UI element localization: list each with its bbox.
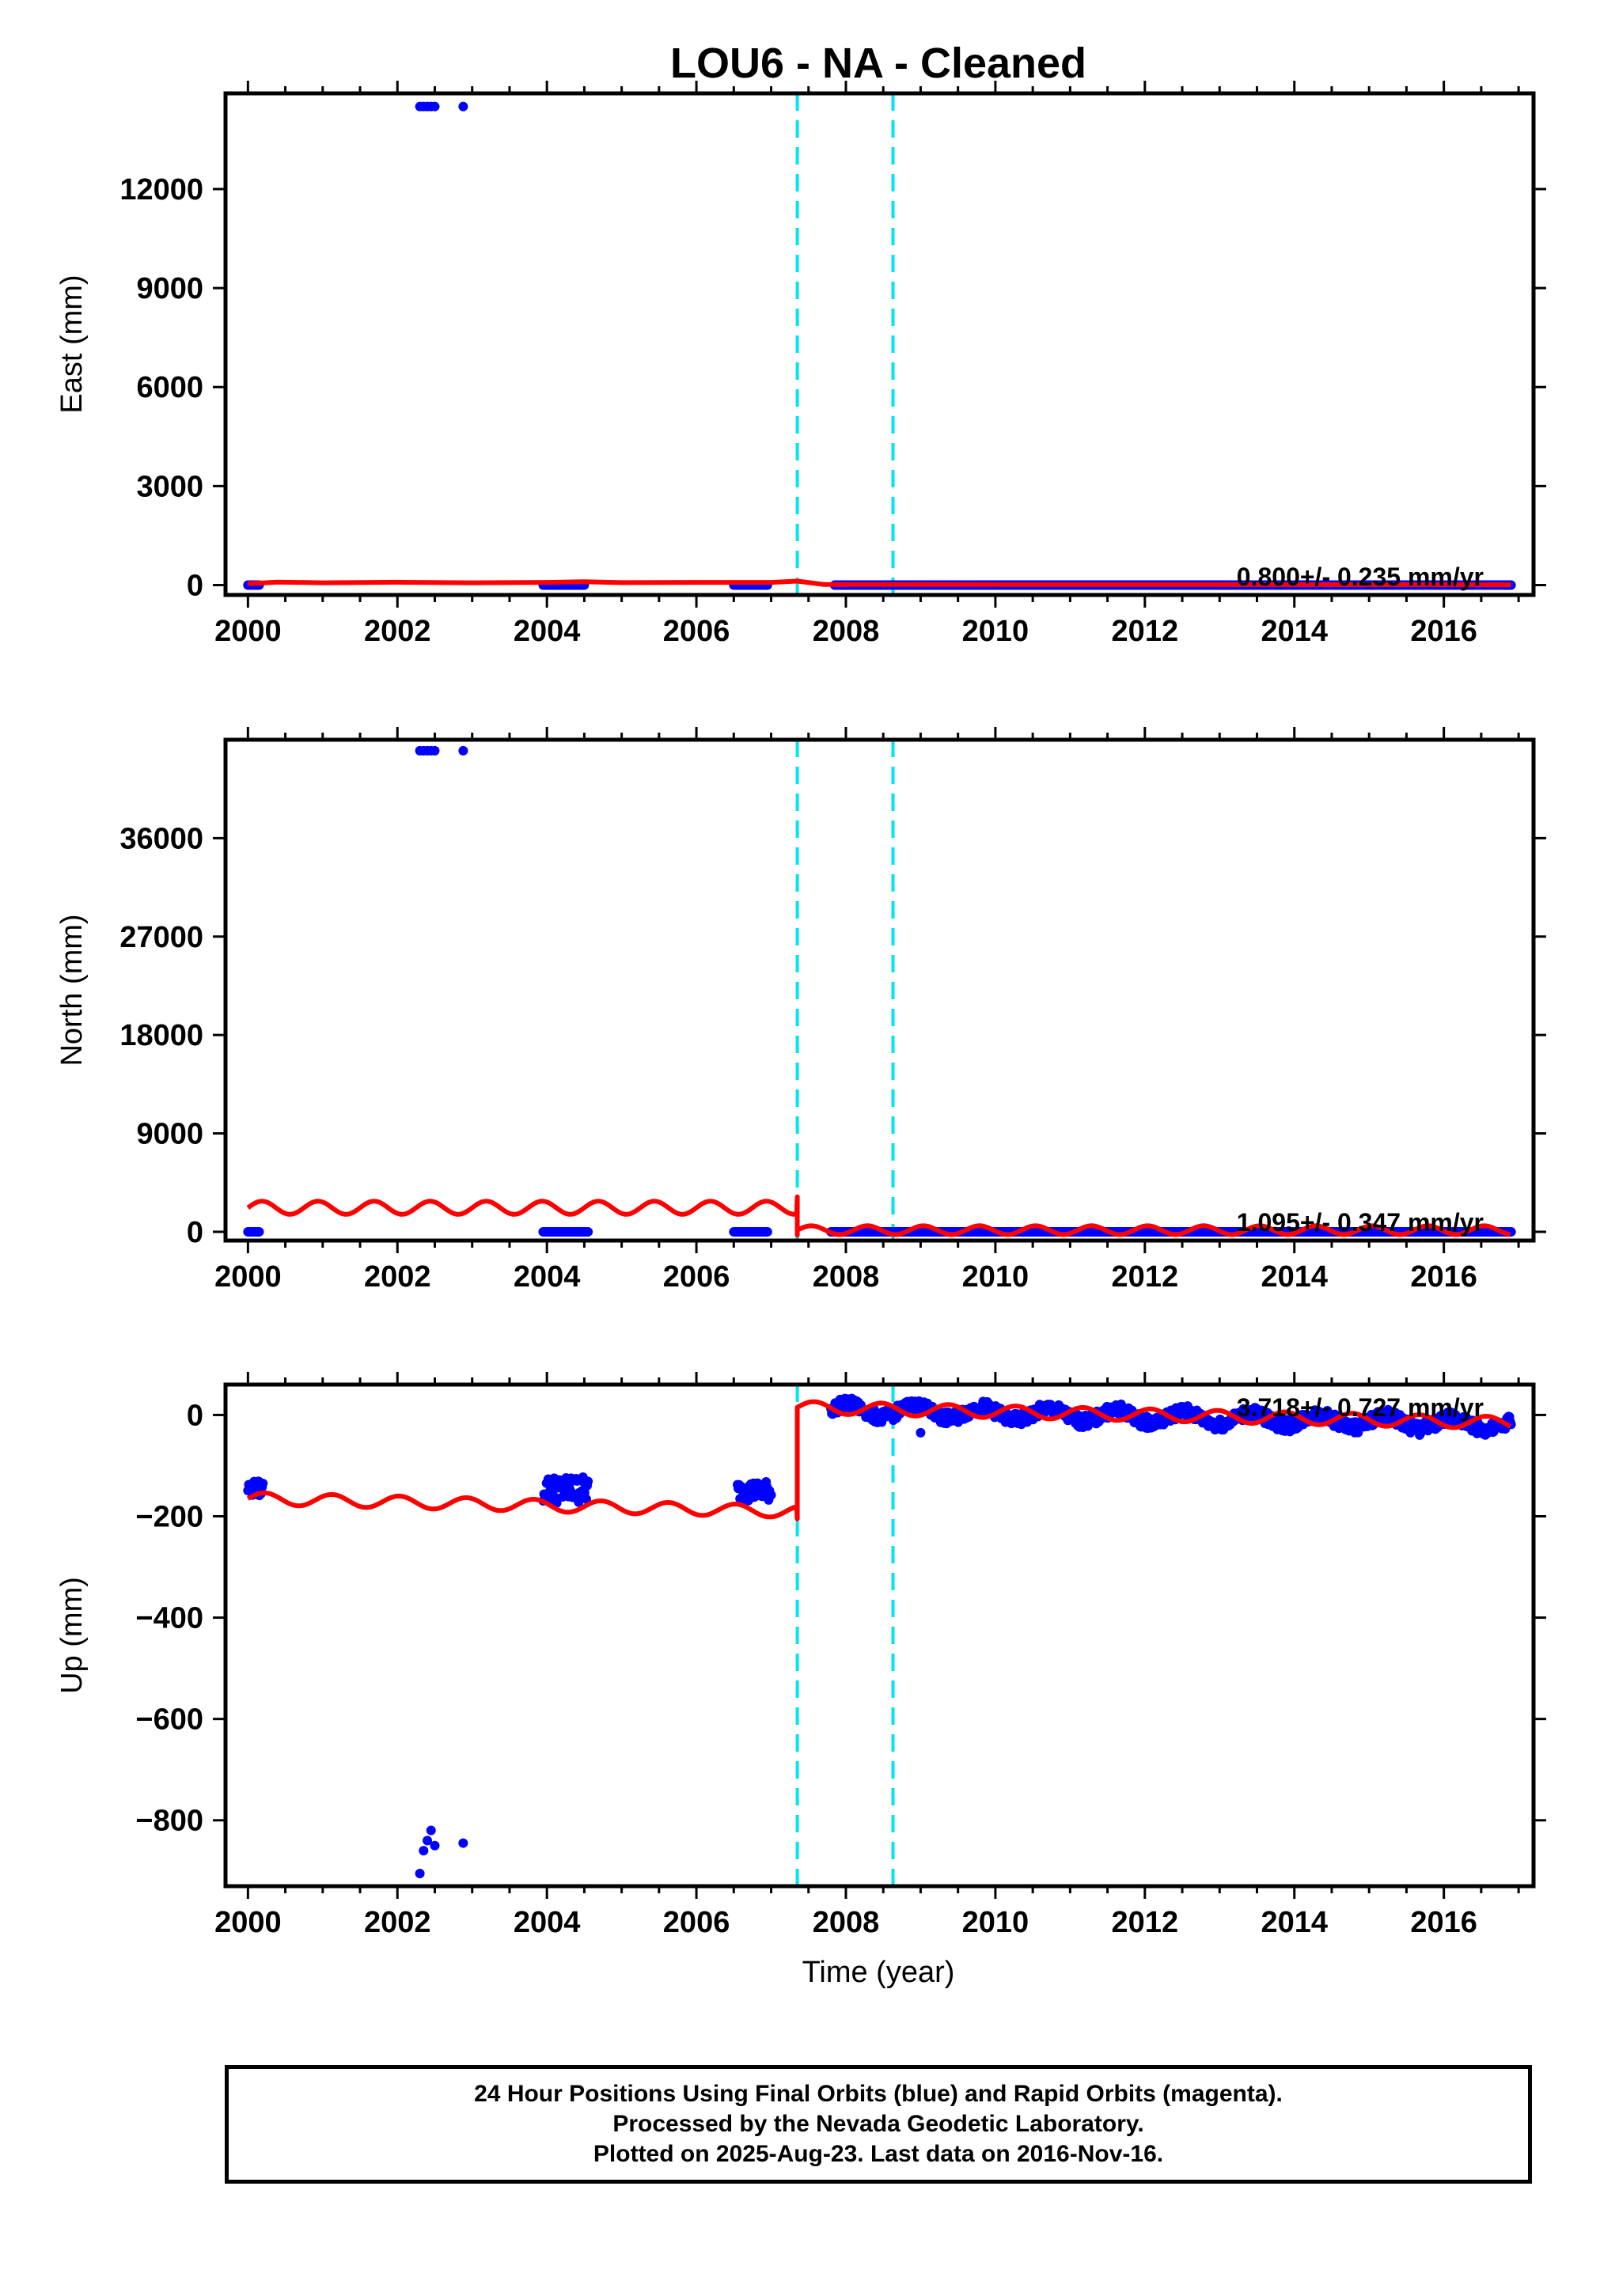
x-tick-label-up-2012: 2012 (1112, 1906, 1179, 1939)
panel-east: 2000 2002 2004 2006 2008 2010 2012 2014 2016 0 300… (55, 81, 1546, 648)
rate-label-up: 3.718+/- 0.727 mm/yr (1237, 1393, 1484, 1422)
data-point (254, 1226, 264, 1237)
x-tick-label-up-2002: 2002 (364, 1906, 431, 1939)
outlier-point-up-4 (426, 1825, 436, 1836)
model-line-north (246, 1194, 1511, 1238)
y-tick-label-up-4: −600 (135, 1703, 203, 1737)
cluster-north-1 (243, 1226, 264, 1237)
outlier-point-east-6 (458, 101, 468, 112)
plot-frame-east (223, 91, 1536, 597)
y-axis-title-up: Up (mm) (55, 1577, 89, 1694)
y-tick-label-north-1: 0 (187, 1216, 203, 1249)
cluster-north-3 (729, 1226, 772, 1237)
x-tick-label-north-2010: 2010 (962, 1260, 1029, 1294)
rate-label-east: 0.800+/- 0.235 mm/yr (1237, 563, 1484, 591)
outlier-point-north-6 (458, 745, 468, 756)
rate-label-north: 1.095+/- 0.347 mm/yr (1237, 1208, 1484, 1237)
footer-line-3: Plotted on 2025-Aug-23. Last data on 201… (593, 2141, 1164, 2167)
x-tick-label-up-2014: 2014 (1261, 1906, 1328, 1939)
outlier-point-east-5 (430, 101, 440, 112)
y-axis-title-north: North (mm) (55, 914, 89, 1066)
data-east (243, 101, 1516, 590)
x-tick-label-east-2014: 2014 (1261, 615, 1328, 648)
y-tick-label-north-5: 36000 (119, 822, 203, 855)
model-line-east (248, 578, 1511, 588)
y-axis-title-east: East (mm) (55, 275, 89, 413)
y-tick-label-north-4: 27000 (119, 921, 203, 954)
x-tick-label-up-2016: 2016 (1410, 1906, 1477, 1939)
plot-frame-north (223, 737, 1536, 1243)
y-tick-label-east-2: 3000 (136, 470, 203, 503)
outlier-point-up-5 (430, 1840, 440, 1851)
x-tick-label-up-2010: 2010 (962, 1906, 1029, 1939)
y-tick-label-east-1: 0 (187, 569, 203, 602)
y-tick-label-north-2: 9000 (136, 1118, 203, 1151)
panel-up: 2000 2002 2004 2006 2008 2010 2012 2014 2016 0 −20… (55, 1372, 1546, 1939)
x-tick-label-north-2000: 2000 (214, 1260, 282, 1294)
x-tick-label-north-2014: 2014 (1261, 1260, 1328, 1294)
x-tick-label-east-2012: 2012 (1112, 615, 1179, 648)
y-tick-label-up-2: −200 (135, 1501, 203, 1534)
y-tick-label-up-3: −400 (135, 1602, 203, 1635)
outlier-point-up-2 (419, 1846, 429, 1856)
cluster-north-2 (538, 1226, 593, 1237)
x-tick-label-up-2006: 2006 (663, 1906, 730, 1939)
data-point (766, 1490, 776, 1500)
outlier-point-up-7 (916, 1427, 926, 1438)
outlier-point-up-1 (415, 1868, 425, 1878)
x-tick-label-east-2000: 2000 (214, 615, 282, 648)
x-tick-label-north-2006: 2006 (663, 1260, 730, 1294)
y-tick-label-east-5: 12000 (119, 173, 203, 206)
footer-note: 24 Hour Positions Using Final Orbits (bl… (225, 2065, 1532, 2184)
x-tick-label-north-2002: 2002 (364, 1260, 431, 1294)
footer-line-2: Processed by the Nevada Geodetic Laborat… (612, 2111, 1144, 2137)
y-tick-label-up-5: −800 (135, 1805, 203, 1838)
outlier-point-north-5 (430, 745, 440, 756)
data-point (583, 1476, 593, 1487)
chart-title: LOU6 - NA - Cleaned (670, 40, 1086, 87)
data-point (583, 1226, 593, 1237)
x-tick-label-north-2004: 2004 (514, 1260, 581, 1294)
outlier-point-up-6 (458, 1838, 468, 1848)
footer-line-1: 24 Hour Positions Using Final Orbits (bl… (474, 2081, 1283, 2107)
x-tick-label-east-2016: 2016 (1410, 615, 1477, 648)
data-point (581, 1494, 591, 1504)
x-tick-label-up-2008: 2008 (813, 1906, 880, 1939)
y-tick-label-east-4: 9000 (136, 272, 203, 305)
model-line-up (246, 1399, 1512, 1521)
x-tick-label-east-2008: 2008 (813, 615, 880, 648)
x-tick-label-east-2002: 2002 (364, 615, 431, 648)
x-tick-label-up-2004: 2004 (514, 1906, 581, 1939)
x-tick-label-up-2000: 2000 (214, 1906, 282, 1939)
x-tick-label-north-2016: 2016 (1410, 1260, 1477, 1294)
outlier-point-up-3 (423, 1836, 433, 1846)
y-tick-label-north-3: 18000 (119, 1019, 203, 1052)
x-tick-label-east-2006: 2006 (663, 615, 730, 648)
x-tick-label-north-2008: 2008 (813, 1260, 880, 1294)
cluster-up-3 (733, 1477, 776, 1506)
data-point (258, 1479, 268, 1489)
x-tick-label-east-2010: 2010 (962, 615, 1029, 648)
plot-frame-up (223, 1382, 1536, 1889)
y-tick-label-up-1: 0 (187, 1399, 203, 1432)
data-up (243, 1393, 1516, 1878)
x-tick-label-north-2012: 2012 (1112, 1260, 1179, 1294)
panel-north: 2000 2002 2004 2006 2008 2010 2012 2014 2016 0 900… (55, 727, 1546, 1294)
y-tick-label-east-3: 6000 (136, 371, 203, 404)
x-axis-title: Time (year) (802, 1956, 955, 1989)
data-north (243, 745, 1516, 1238)
x-tick-label-east-2004: 2004 (514, 615, 581, 648)
data-point (762, 1226, 772, 1237)
